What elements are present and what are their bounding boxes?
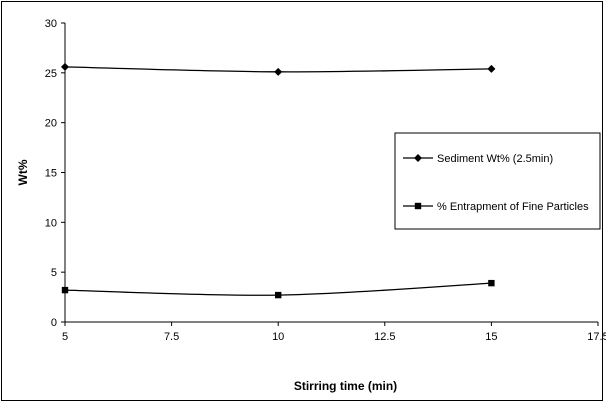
series-2 xyxy=(61,279,495,299)
y-tick-label: 5 xyxy=(51,267,57,279)
legend: Sediment Wt% (2.5min) % Entrapment of Fin… xyxy=(394,132,601,230)
x-tick-label: 5 xyxy=(62,331,68,343)
x-tick-label: 7.5 xyxy=(164,331,179,343)
y-tick-label: 10 xyxy=(45,217,57,229)
y-tick-label: 0 xyxy=(51,317,57,329)
y-tick-label: 25 xyxy=(45,68,57,80)
series-1 xyxy=(61,62,496,76)
data-point-diamond xyxy=(274,67,283,76)
x-tick-label: 10 xyxy=(272,331,284,343)
y-axis-title: Wt% xyxy=(16,159,30,185)
x-tick-label: 17.5 xyxy=(587,331,606,343)
legend-label: Sediment Wt% (2.5min) xyxy=(437,153,553,165)
data-point-square xyxy=(275,291,282,299)
data-point-square xyxy=(61,286,69,294)
data-point-square xyxy=(414,202,422,210)
legend-label: % Entrapment of Fine Particles xyxy=(437,201,589,213)
series-layer xyxy=(61,62,496,299)
data-point-diamond xyxy=(61,62,69,71)
y-tick-label: 30 xyxy=(45,18,57,30)
x-tick-label: 15 xyxy=(485,331,497,343)
legend-box xyxy=(394,132,601,230)
data-point-diamond xyxy=(414,154,422,162)
data-point-diamond xyxy=(487,64,496,73)
x-tick-label: 12.5 xyxy=(374,331,395,343)
y-tick-label: 20 xyxy=(45,118,57,130)
y-tick-label: 15 xyxy=(45,168,57,180)
axes xyxy=(61,22,599,326)
x-axis-title: Stirring time (min) xyxy=(294,379,397,393)
data-point-square xyxy=(488,279,495,287)
